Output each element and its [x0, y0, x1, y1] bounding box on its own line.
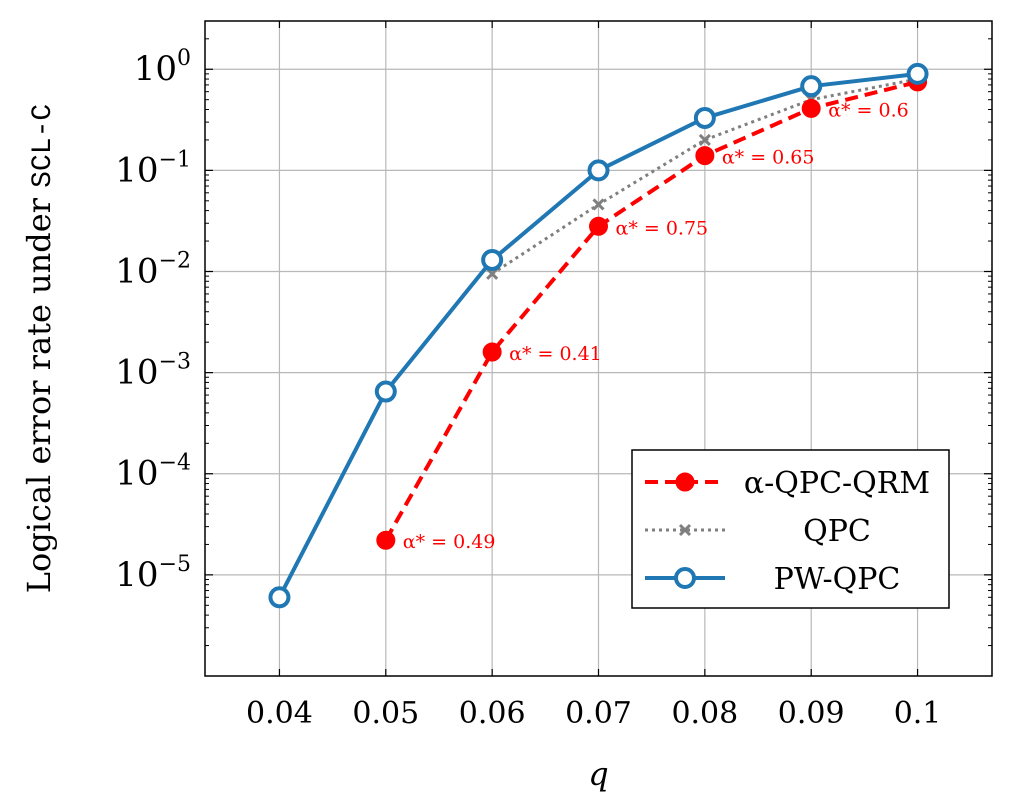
legend-label: α-QPC-QRM — [744, 466, 930, 501]
legend-marker — [675, 472, 695, 492]
x-marker-stroke — [678, 523, 692, 537]
data-point — [698, 133, 711, 146]
legend-entry: PW-QPC — [645, 562, 900, 597]
data-point — [695, 146, 715, 166]
x-tick-label: 0.06 — [459, 696, 526, 731]
x-tick-label: 0.09 — [778, 696, 845, 731]
x-axis-label: q — [588, 755, 608, 793]
data-point — [481, 248, 504, 271]
data-point — [376, 530, 396, 550]
alpha-annotation: α* = 0.49 — [403, 531, 496, 553]
data-point — [587, 159, 610, 182]
data-point — [906, 62, 929, 85]
x-tick-label: 0.1 — [894, 696, 942, 731]
y-tick-label: 10−1 — [115, 147, 191, 190]
legend-label: QPC — [803, 514, 871, 549]
y-tick-label: 10−3 — [115, 350, 191, 393]
data-point — [801, 98, 821, 118]
x-tick-label: 0.08 — [671, 696, 738, 731]
legend-entry: QPC — [645, 514, 871, 549]
x-tick-label: 0.05 — [352, 696, 419, 731]
legend-entry: α-QPC-QRM — [645, 466, 930, 501]
series-line — [384, 79, 919, 542]
y-tick-label: 10−2 — [115, 248, 191, 291]
y-tick-label: 10−5 — [115, 552, 191, 595]
alpha-annotation: α* = 0.75 — [616, 217, 709, 239]
alpha-annotation: α* = 0.41 — [509, 343, 602, 365]
legend-marker — [678, 523, 692, 537]
axes: 0.04 0.05 0.06 0.07 0.08 0.09 0.1 100 10−1 10−2 10… — [20, 21, 992, 793]
alpha-annotation: α* = 0.6 — [828, 99, 909, 121]
x-tick-label: 0.04 — [246, 696, 313, 731]
legend-marker — [674, 567, 696, 589]
data-point — [800, 75, 823, 98]
data-point — [589, 216, 608, 236]
y-axis-label: Logical error rate under SCL-C — [20, 104, 59, 593]
series-group — [268, 62, 929, 609]
alpha-annotation: α* = 0.65 — [722, 147, 815, 169]
data-point — [268, 586, 291, 609]
x-marker-stroke — [698, 133, 711, 146]
x-tick-label: 0.07 — [565, 696, 632, 731]
legend[interactable]: α-QPC-QRM QPC PW-QPC — [631, 449, 950, 609]
series-line — [491, 77, 918, 276]
data-point — [374, 380, 397, 403]
legend-label: PW-QPC — [774, 562, 901, 597]
data-point — [592, 198, 605, 211]
annotations: α* = 0.49 α* = 0.41 α* = 0.75 α* = 0.65 α* =… — [403, 99, 909, 553]
series-pw-qpc — [268, 62, 929, 609]
y-tick-label: 100 — [134, 46, 191, 89]
x-marker-stroke — [592, 198, 605, 211]
data-point — [482, 342, 502, 362]
data-point — [693, 106, 716, 129]
y-tick-label: 10−4 — [115, 451, 191, 494]
